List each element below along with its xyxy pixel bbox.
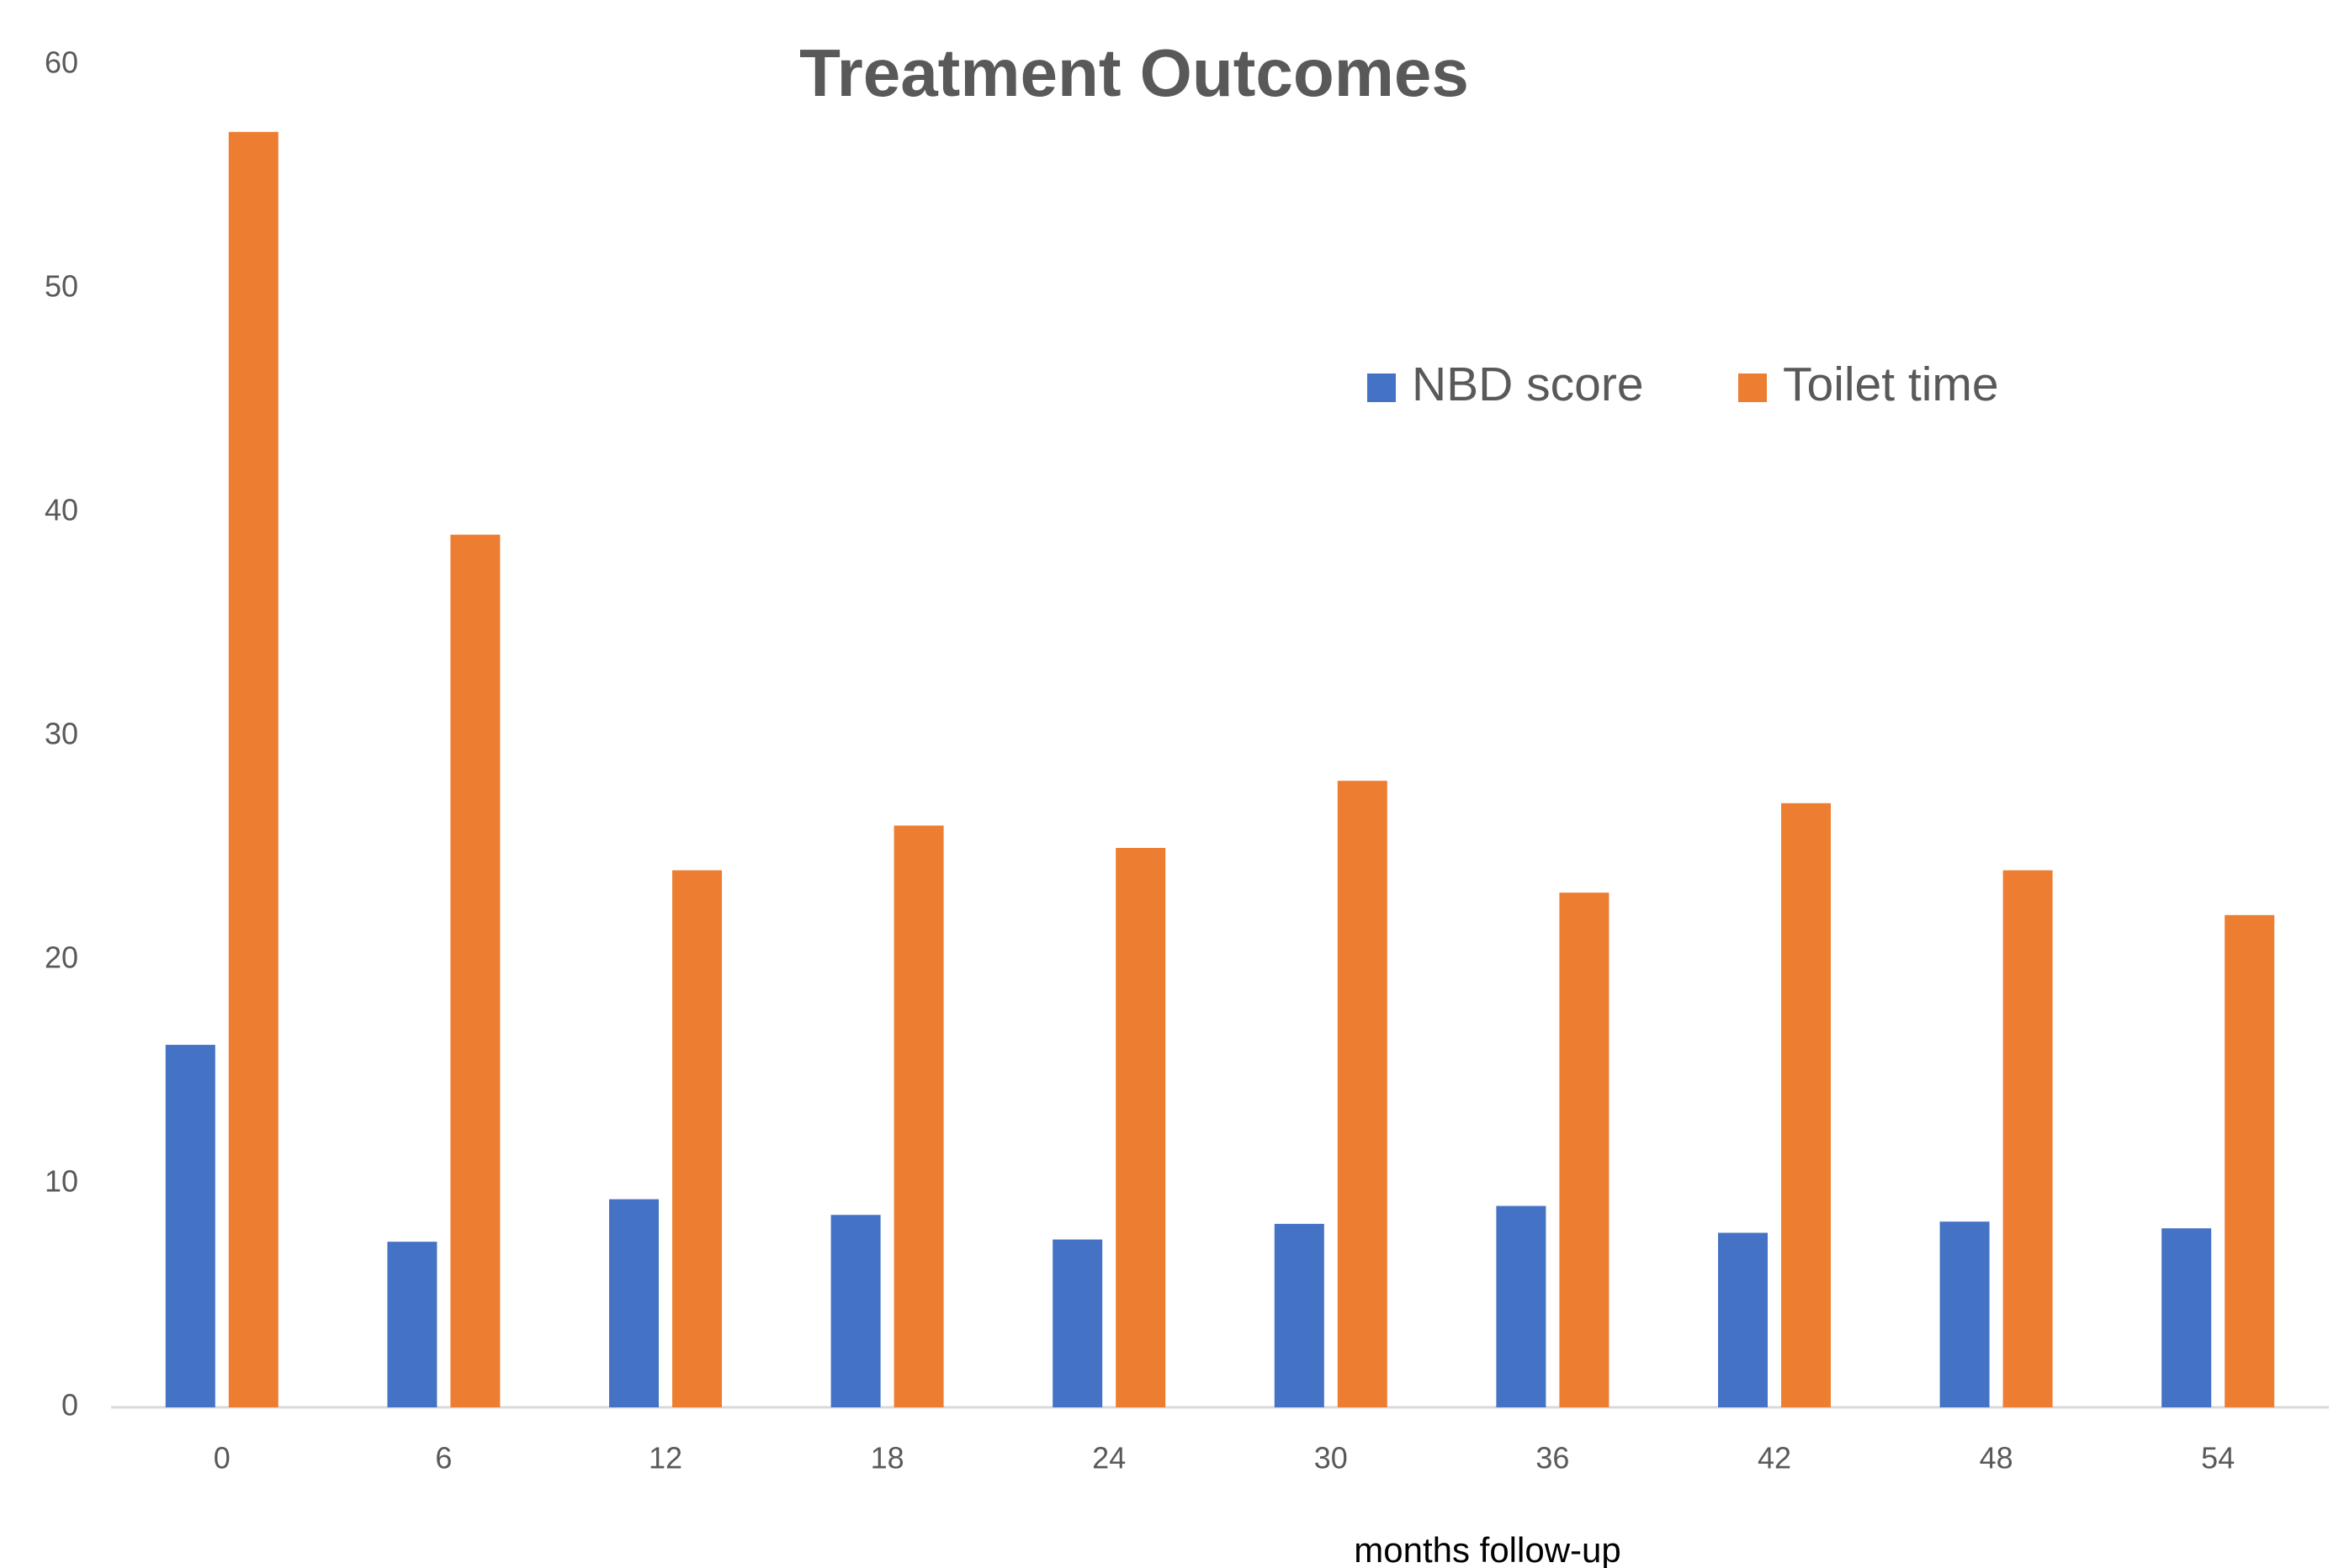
bar bbox=[830, 1215, 881, 1407]
legend-label: Toilet time bbox=[1783, 358, 1999, 411]
y-tick-label: 50 bbox=[45, 269, 78, 304]
y-tick-label: 20 bbox=[45, 940, 78, 975]
bar bbox=[1559, 893, 1610, 1407]
x-tick-label: 24 bbox=[1092, 1441, 1126, 1475]
y-tick-label: 60 bbox=[45, 45, 78, 80]
bar bbox=[672, 870, 722, 1407]
bar bbox=[1116, 848, 1166, 1407]
x-tick-label: 42 bbox=[1758, 1441, 1791, 1475]
bar bbox=[2225, 914, 2275, 1407]
x-tick-label: 36 bbox=[1535, 1441, 1569, 1475]
bar bbox=[1274, 1223, 1324, 1407]
x-tick-label: 12 bbox=[649, 1441, 682, 1475]
bar bbox=[1718, 1232, 1768, 1407]
bar bbox=[165, 1045, 215, 1407]
chart-title: Treatment Outcomes bbox=[799, 35, 1469, 110]
bar bbox=[1939, 1221, 1990, 1407]
legend-label: NBD score bbox=[1412, 358, 1644, 411]
bar bbox=[2161, 1228, 2212, 1407]
bar bbox=[450, 534, 501, 1407]
bar bbox=[1053, 1239, 1103, 1407]
y-tick-label: 10 bbox=[45, 1164, 78, 1199]
legend-swatch bbox=[1367, 373, 1396, 402]
y-tick-label: 30 bbox=[45, 717, 78, 751]
bar bbox=[1781, 803, 1831, 1407]
bar bbox=[1337, 781, 1387, 1407]
x-tick-label: 54 bbox=[2201, 1441, 2235, 1475]
x-tick-label: 0 bbox=[214, 1441, 231, 1475]
bar bbox=[609, 1199, 659, 1407]
bar bbox=[228, 131, 278, 1407]
x-axis-label: months follow-up bbox=[1354, 1530, 1620, 1568]
bar bbox=[1496, 1205, 1546, 1407]
bar bbox=[2002, 870, 2053, 1407]
bar bbox=[894, 825, 944, 1407]
bar bbox=[387, 1242, 438, 1407]
x-tick-label: 48 bbox=[1980, 1441, 2013, 1475]
y-tick-label: 40 bbox=[45, 493, 78, 527]
x-tick-label: 6 bbox=[435, 1441, 452, 1475]
x-tick-label: 18 bbox=[871, 1441, 904, 1475]
legend-swatch bbox=[1738, 373, 1767, 402]
x-tick-label: 30 bbox=[1314, 1441, 1348, 1475]
y-tick-label: 0 bbox=[61, 1388, 78, 1422]
